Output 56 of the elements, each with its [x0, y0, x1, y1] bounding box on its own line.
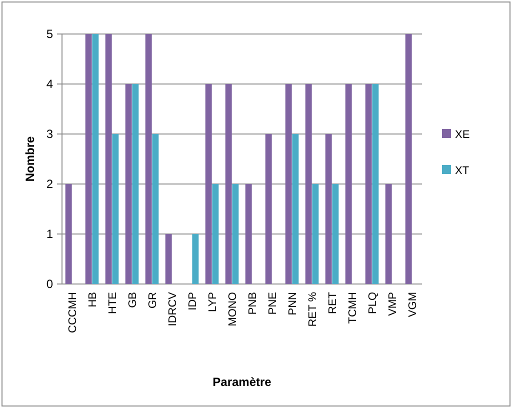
- x-tick-label: VGM: [406, 292, 419, 318]
- x-tick-label: IDRCV: [166, 291, 179, 326]
- bar: [385, 184, 392, 284]
- x-tick-label: PLQ: [366, 292, 379, 314]
- x-tick-label: RET: [326, 292, 339, 314]
- bar: [165, 234, 172, 284]
- bar: [145, 34, 152, 284]
- bar: [372, 84, 379, 284]
- x-tick-label: VMP: [386, 292, 399, 316]
- y-tick-label: 3: [46, 127, 54, 142]
- bar: [232, 184, 239, 284]
- y-tick-label: 2: [46, 177, 54, 192]
- x-tick-label: PNN: [286, 292, 299, 316]
- x-tick-label: TCMH: [346, 292, 359, 324]
- bar: [192, 234, 199, 284]
- bar: [405, 34, 412, 284]
- bar: [125, 84, 132, 284]
- bar: [265, 134, 272, 284]
- y-tick-label: 1: [46, 227, 54, 242]
- x-tick-label: GB: [126, 292, 139, 308]
- bar: [105, 34, 112, 284]
- x-tick-label: CCCMH: [66, 292, 79, 333]
- x-tick-label: MONO: [226, 292, 239, 326]
- bar: [292, 134, 299, 284]
- bar: [305, 84, 312, 284]
- bar: [112, 134, 119, 284]
- x-tick-label: IDP: [186, 292, 199, 310]
- bar: [345, 84, 352, 284]
- bar: [212, 184, 219, 284]
- x-tick-label: HTE: [106, 292, 119, 314]
- x-tick-label: HB: [86, 292, 99, 308]
- y-tick-label: 4: [46, 77, 54, 92]
- x-tick-label: GR: [146, 292, 159, 308]
- bar: [152, 134, 159, 284]
- bar: [85, 34, 92, 284]
- bar: [312, 184, 319, 284]
- x-axis-title: Paramètre: [212, 375, 272, 389]
- x-tick-label: PNE: [266, 292, 279, 315]
- x-tick-label: PNB: [246, 292, 259, 315]
- bar: [225, 84, 232, 284]
- x-tick-label: LYP: [206, 292, 219, 312]
- legend-label: XE: [455, 128, 470, 141]
- bar: [205, 84, 212, 284]
- bar: [325, 134, 332, 284]
- x-tick-label: RET %: [306, 292, 319, 327]
- bar: [285, 84, 292, 284]
- y-tick-label: 5: [46, 27, 54, 42]
- bar: [92, 34, 99, 284]
- bar: [132, 84, 139, 284]
- bar: [365, 84, 372, 284]
- legend-label: XT: [455, 164, 470, 177]
- y-tick-label: 0: [46, 277, 54, 292]
- y-axis-title: Nombre: [23, 136, 37, 182]
- bar: [65, 184, 72, 284]
- bar: [332, 184, 339, 284]
- bar: [245, 184, 252, 284]
